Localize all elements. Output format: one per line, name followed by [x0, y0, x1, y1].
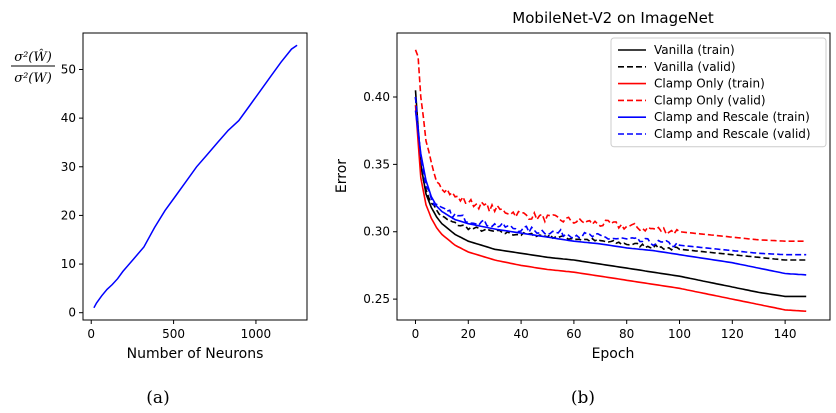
- panel-a-caption: (a): [146, 388, 169, 408]
- panel-b-frame: [396, 32, 831, 321]
- panel-a: 0 500 1000 0 10 20 30 40 50 Number of Neurons σ²…: [11, 32, 308, 408]
- panel-a-xlabel: Number of Neurons: [127, 346, 264, 362]
- panel-a-series-line: [93, 44, 298, 309]
- legend-label: Vanilla (valid): [654, 60, 736, 74]
- legend-label: Clamp Only (train): [654, 77, 765, 91]
- panel-a-xtick-label: 500: [162, 327, 185, 341]
- panel-b-ytick-label: 0.35: [363, 157, 390, 171]
- legend-label: Clamp and Rescale (train): [654, 110, 810, 124]
- panel-a-ylabel-numerator: σ²(Ŵ): [14, 49, 52, 65]
- panel-b-xlabel: Epoch: [592, 346, 635, 362]
- panel-a-ylabel-denominator: σ²(W): [14, 71, 52, 86]
- panel-b-ticks: 0 20 40 60 80 100 120 140 0.25 0.30 0.35 0.40: [363, 90, 796, 341]
- panel-a-ytick-label: 20: [61, 208, 76, 222]
- panel-b-xtick-label: 100: [668, 327, 691, 341]
- panel-a-ytick-label: 0: [68, 306, 76, 320]
- legend-label: Vanilla (train): [654, 43, 735, 57]
- panel-a-ticks: 0 500 1000 0 10 20 30 40 50: [61, 62, 271, 341]
- panel-b-series-clamp-only-train: [414, 105, 807, 312]
- panel-a-plot: [93, 44, 298, 309]
- panel-b-xtick-label: 40: [513, 327, 528, 341]
- panel-b-ytick-label: 0.25: [363, 292, 390, 306]
- panel-b-ytick-label: 0.30: [363, 225, 390, 239]
- panel-b-xtick-label: 20: [461, 327, 476, 341]
- panel-a-ytick-label: 30: [61, 160, 76, 174]
- legend-label: Clamp and Rescale (valid): [654, 127, 811, 141]
- panel-b-legend: Vanilla (train) Vanilla (valid) Clamp Only…: [610, 37, 827, 148]
- panel-b-title: MobileNet-V2 on ImageNet: [512, 9, 714, 27]
- panel-a-ylabel: σ²(Ŵ) σ²(W): [11, 49, 55, 86]
- panel-a-ytick-label: 10: [61, 257, 76, 271]
- panel-a-xtick-label: 0: [87, 327, 95, 341]
- panel-b-series-clamp-and-rescale-train: [414, 110, 807, 276]
- panel-a-frame: [82, 32, 308, 321]
- panel-b-series-vanilla-train: [414, 90, 807, 298]
- panel-a-ytick-label: 40: [61, 111, 76, 125]
- panel-b-xtick-label: 0: [412, 327, 420, 341]
- panel-b-series-vanilla-valid: [414, 96, 807, 261]
- panel-b-xtick-label: 120: [721, 327, 744, 341]
- panel-b-ylabel: Error: [334, 159, 350, 193]
- legend-label: Clamp Only (valid): [654, 93, 766, 107]
- legend-box: [610, 37, 827, 148]
- panel-b-xtick-label: 60: [566, 327, 581, 341]
- panel-a-xtick-label: 1000: [241, 327, 272, 341]
- panel-b: 0 20 40 60 80 100 120 140 0.25 0.30 0.35 0.40 Mobil…: [334, 9, 831, 408]
- panel-a-ytick-label: 50: [61, 62, 76, 76]
- panel-b-xtick-label: 140: [774, 327, 797, 341]
- panel-b-ytick-label: 0.40: [363, 90, 390, 104]
- panel-b-xtick-label: 80: [619, 327, 634, 341]
- panel-b-series-clamp-and-rescale-valid: [414, 96, 807, 256]
- panel-b-caption: (b): [571, 388, 595, 408]
- panel-b-plot: [414, 49, 807, 312]
